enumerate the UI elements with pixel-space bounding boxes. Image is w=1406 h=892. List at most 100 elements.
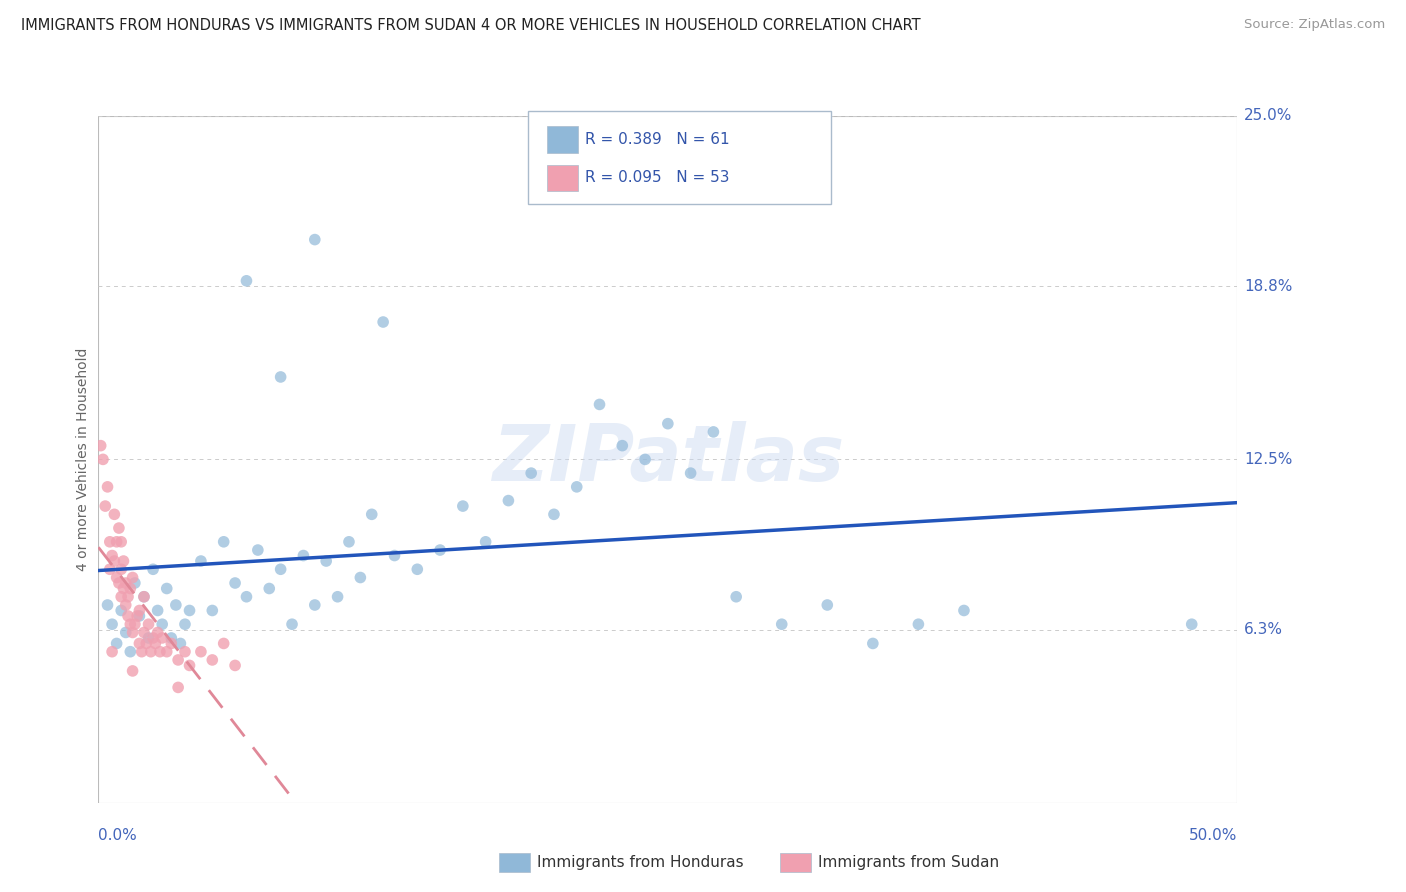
Point (634, 452, 657, 467)
Point (224, 658, 246, 673)
Point (384, 549, 406, 563)
Point (429, 543, 451, 558)
Text: 12.5%: 12.5% (1244, 452, 1292, 467)
Point (1181, 617, 1204, 632)
Point (135, 636, 157, 650)
Point (110, 590, 132, 604)
Point (270, 562, 292, 576)
Point (124, 576, 146, 591)
Point (160, 636, 183, 650)
Point (120, 582, 142, 596)
Point (91, 452, 114, 467)
Point (235, 590, 257, 604)
Text: 25.0%: 25.0% (1244, 109, 1292, 123)
Point (474, 534, 496, 549)
Point (103, 508, 125, 522)
Point (150, 617, 173, 632)
Point (270, 370, 292, 384)
Point (246, 543, 269, 558)
Point (815, 598, 838, 612)
Point (149, 645, 172, 659)
Point (150, 631, 173, 645)
Point (156, 582, 179, 596)
Point (406, 562, 429, 576)
Point (337, 534, 360, 549)
Point (725, 590, 748, 604)
Point (169, 636, 191, 650)
Text: IMMIGRANTS FROM HONDURAS VS IMMIGRANTS FROM SUDAN 4 OR MORE VEHICLES IN HOUSEHOL: IMMIGRANTS FROM HONDURAS VS IMMIGRANTS F… (21, 18, 921, 33)
Point (110, 603, 132, 617)
Point (167, 653, 190, 667)
Text: 18.8%: 18.8% (1244, 279, 1292, 293)
Point (326, 590, 349, 604)
Point (520, 466, 543, 480)
Point (131, 645, 153, 659)
Point (657, 417, 679, 431)
Point (117, 609, 139, 624)
Point (179, 603, 201, 617)
Point (259, 582, 281, 596)
Point (612, 439, 634, 453)
Point (224, 576, 246, 591)
Text: Immigrants from Honduras: Immigrants from Honduras (537, 855, 744, 870)
Point (128, 636, 150, 650)
Point (138, 631, 160, 645)
Point (121, 625, 143, 640)
Point (96, 598, 118, 612)
Point (121, 664, 143, 678)
Point (190, 645, 212, 659)
Text: 6.3%: 6.3% (1244, 623, 1284, 637)
Text: R = 0.095   N = 53: R = 0.095 N = 53 (585, 170, 730, 186)
Point (953, 603, 976, 617)
Point (156, 645, 179, 659)
Point (862, 636, 884, 650)
Point (360, 508, 382, 522)
Point (108, 576, 131, 591)
Point (160, 631, 183, 645)
Point (770, 617, 793, 632)
Point (179, 658, 201, 673)
Point (139, 645, 162, 659)
Point (105, 570, 128, 584)
Point (103, 554, 125, 568)
Point (304, 598, 326, 612)
Point (167, 681, 190, 695)
Point (907, 617, 929, 632)
Text: R = 0.389   N = 61: R = 0.389 N = 61 (585, 132, 730, 147)
Text: Source: ZipAtlas.com: Source: ZipAtlas.com (1244, 18, 1385, 31)
Point (114, 625, 136, 640)
Point (201, 603, 224, 617)
Point (128, 609, 150, 624)
Point (174, 645, 197, 659)
Point (114, 598, 136, 612)
Point (117, 590, 139, 604)
Point (105, 534, 128, 549)
Point (101, 549, 124, 563)
Point (145, 636, 167, 650)
Point (543, 508, 565, 522)
Point (96, 480, 118, 494)
Point (451, 499, 474, 513)
Point (146, 625, 169, 640)
Y-axis label: 4 or more Vehicles in Household: 4 or more Vehicles in Household (76, 348, 90, 571)
Point (235, 274, 257, 288)
Point (124, 617, 146, 632)
Point (105, 636, 128, 650)
Point (128, 603, 150, 617)
Point (146, 603, 169, 617)
Point (142, 562, 165, 576)
Point (679, 466, 702, 480)
Point (127, 609, 149, 624)
Point (304, 233, 326, 247)
Point (112, 554, 135, 568)
Point (281, 617, 304, 632)
Point (114, 576, 136, 591)
Point (174, 617, 197, 632)
Point (371, 315, 394, 329)
Point (101, 617, 124, 632)
Text: ZIPatlas: ZIPatlas (492, 421, 844, 498)
Point (132, 625, 155, 640)
Point (212, 636, 235, 650)
Point (90, 439, 112, 453)
Point (212, 534, 235, 549)
